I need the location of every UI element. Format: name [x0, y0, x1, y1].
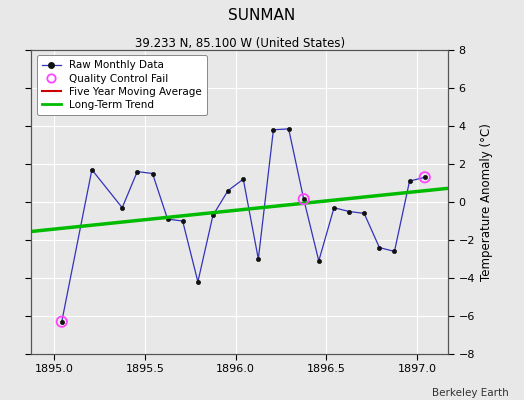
Text: SUNMAN: SUNMAN: [228, 8, 296, 23]
Y-axis label: Temperature Anomaly (°C): Temperature Anomaly (°C): [481, 123, 494, 281]
Text: Berkeley Earth: Berkeley Earth: [432, 388, 508, 398]
Point: [300, 196, 308, 202]
Point: [58, 318, 66, 325]
Point: [421, 174, 429, 180]
Legend: Raw Monthly Data, Quality Control Fail, Five Year Moving Average, Long-Term Tren: Raw Monthly Data, Quality Control Fail, …: [37, 55, 207, 115]
Title: 39.233 N, 85.100 W (United States): 39.233 N, 85.100 W (United States): [135, 37, 345, 50]
